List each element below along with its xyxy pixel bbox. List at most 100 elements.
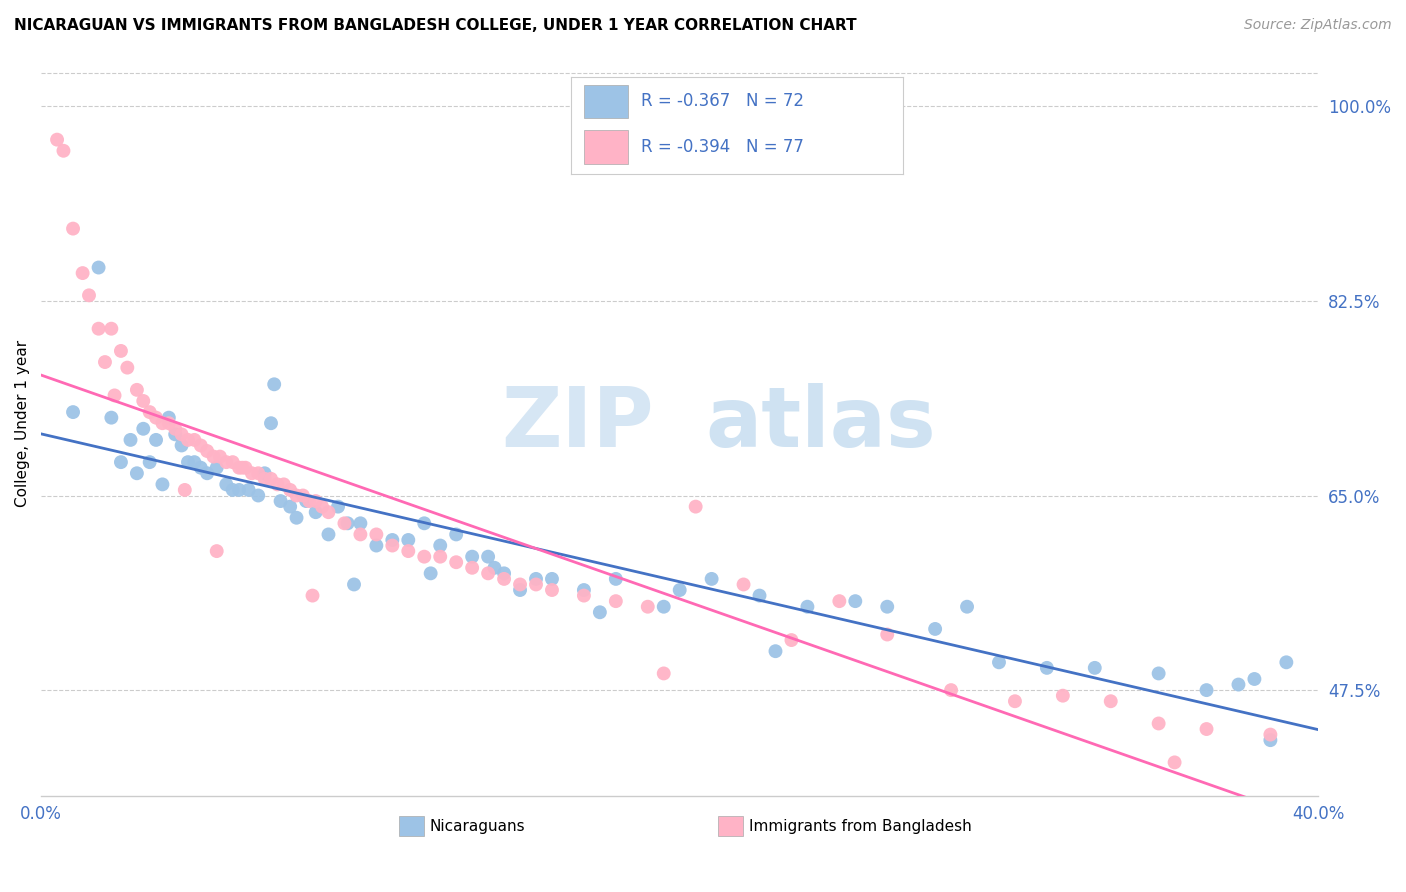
Point <box>165 427 187 442</box>
Point <box>1227 677 1250 691</box>
Point <box>125 467 148 481</box>
Point <box>215 477 238 491</box>
Point <box>215 455 238 469</box>
Point <box>157 416 180 430</box>
Text: NICARAGUAN VS IMMIGRANTS FROM BANGLADESH COLLEGE, UNDER 1 YEAR CORRELATION CHART: NICARAGUAN VS IMMIGRANTS FROM BANGLADESH… <box>14 18 856 33</box>
Point <box>343 577 366 591</box>
Point <box>1004 694 1026 708</box>
Point <box>1195 683 1218 698</box>
Point <box>509 577 531 591</box>
Point <box>138 455 160 469</box>
Point <box>145 433 167 447</box>
Point <box>117 360 139 375</box>
Point <box>336 516 359 531</box>
Point <box>366 539 388 553</box>
Point <box>956 599 979 614</box>
Point <box>170 438 193 452</box>
Point <box>205 460 228 475</box>
Text: ZIP: ZIP <box>502 383 654 464</box>
Point <box>177 433 200 447</box>
Point <box>396 544 419 558</box>
Point <box>173 483 195 497</box>
Point <box>396 533 419 547</box>
Point <box>152 416 174 430</box>
Point <box>208 450 231 464</box>
Point <box>152 477 174 491</box>
Point <box>177 455 200 469</box>
Point <box>572 582 595 597</box>
Point <box>305 494 328 508</box>
Point <box>668 582 690 597</box>
Point <box>876 599 898 614</box>
Point <box>253 472 276 486</box>
Text: Nicaraguans: Nicaraguans <box>430 819 526 834</box>
Point <box>605 594 627 608</box>
Point <box>444 555 467 569</box>
Point <box>247 467 270 481</box>
Point <box>305 505 328 519</box>
Point <box>285 488 308 502</box>
Point <box>221 455 243 469</box>
Point <box>541 582 564 597</box>
Point <box>132 422 155 436</box>
Point <box>87 260 110 275</box>
Point <box>103 388 125 402</box>
Text: Source: ZipAtlas.com: Source: ZipAtlas.com <box>1244 18 1392 32</box>
Point <box>844 594 866 608</box>
Point <box>120 433 142 447</box>
Point <box>100 321 122 335</box>
Point <box>484 561 506 575</box>
Y-axis label: College, Under 1 year: College, Under 1 year <box>15 340 30 507</box>
Point <box>733 577 755 591</box>
Point <box>240 467 263 481</box>
Point <box>228 483 250 497</box>
Point <box>62 405 84 419</box>
Point <box>235 460 257 475</box>
Point <box>828 594 851 608</box>
Point <box>700 572 723 586</box>
Point <box>202 450 225 464</box>
Point <box>381 539 404 553</box>
Point <box>285 510 308 524</box>
Point <box>195 444 218 458</box>
Point <box>195 467 218 481</box>
Point <box>183 455 205 469</box>
Point <box>1260 728 1282 742</box>
Point <box>1147 716 1170 731</box>
Point <box>138 405 160 419</box>
Point <box>988 656 1011 670</box>
Point <box>72 266 94 280</box>
Point <box>541 572 564 586</box>
Point <box>157 410 180 425</box>
Point <box>247 488 270 502</box>
Point <box>273 477 295 491</box>
Point <box>94 355 117 369</box>
Point <box>939 683 962 698</box>
Point <box>221 483 243 497</box>
Point <box>238 483 260 497</box>
Point <box>419 566 441 581</box>
Point <box>205 544 228 558</box>
Point <box>132 394 155 409</box>
Point <box>477 549 499 564</box>
Point <box>429 549 451 564</box>
Point <box>165 422 187 436</box>
Point <box>298 494 321 508</box>
Point <box>413 516 436 531</box>
Point <box>110 343 132 358</box>
Point <box>1163 756 1185 770</box>
Point <box>170 427 193 442</box>
Point <box>637 599 659 614</box>
Point <box>278 500 301 514</box>
Point <box>652 599 675 614</box>
Point <box>652 666 675 681</box>
Point <box>145 410 167 425</box>
Point <box>1099 694 1122 708</box>
Point <box>260 416 283 430</box>
Point <box>572 589 595 603</box>
Point <box>87 321 110 335</box>
Point <box>326 500 349 514</box>
Point <box>231 460 253 475</box>
Point <box>1195 722 1218 736</box>
Point <box>263 377 285 392</box>
